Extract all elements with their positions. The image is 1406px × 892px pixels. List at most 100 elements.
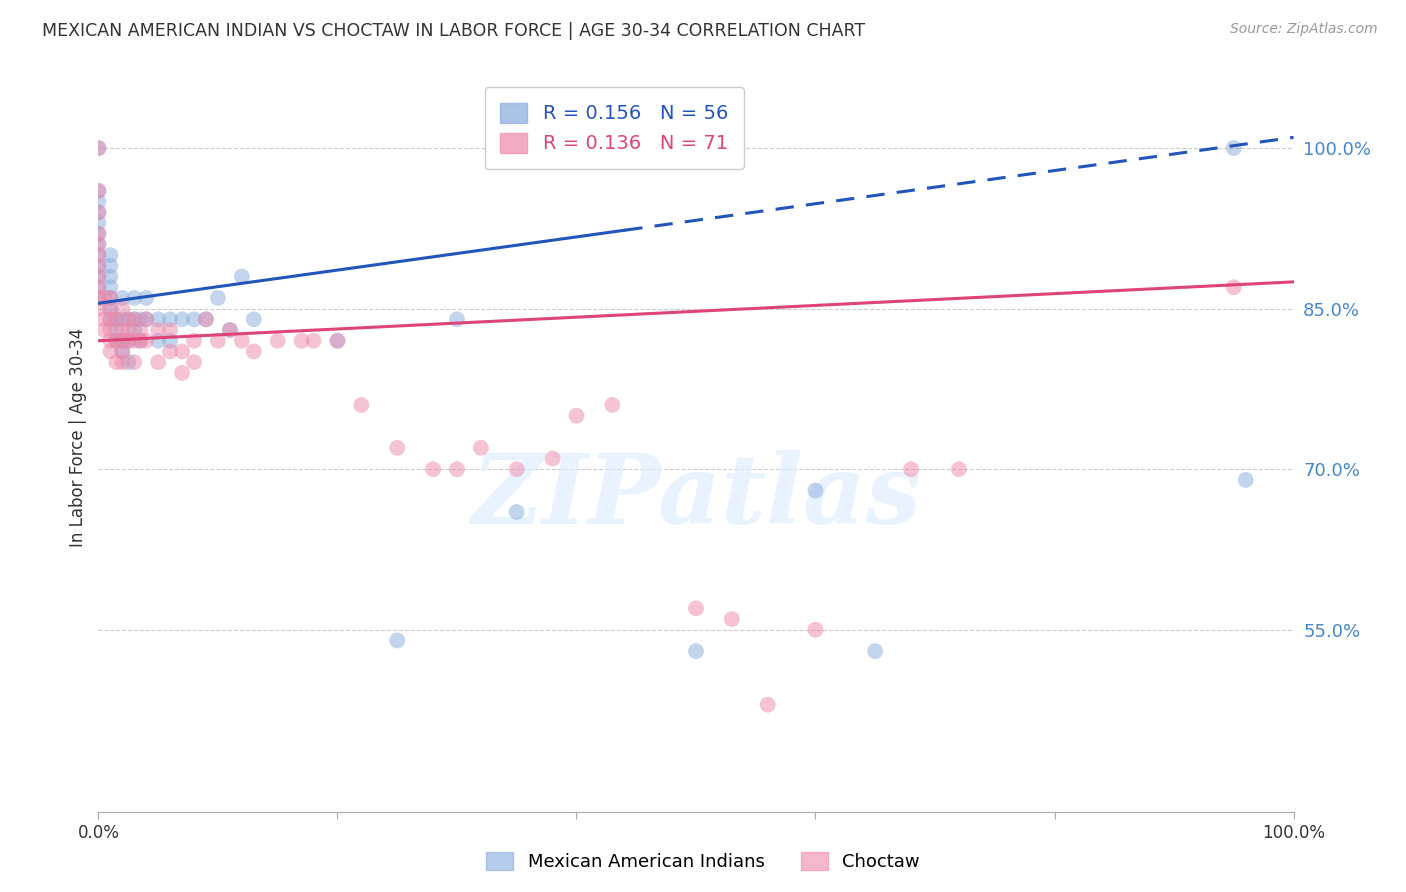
Point [159, 323, 181, 337]
Point [98, 269, 122, 284]
Point [87, 248, 110, 262]
Point [231, 269, 253, 284]
Point [87, 291, 110, 305]
Point [172, 312, 194, 326]
Point [105, 323, 128, 337]
Point [350, 398, 373, 412]
Point [87, 259, 110, 273]
Point [129, 334, 152, 348]
Point [602, 398, 624, 412]
Point [541, 451, 564, 466]
Point [385, 441, 409, 455]
Point [93, 312, 115, 326]
Point [98, 291, 122, 305]
Text: MEXICAN AMERICAN INDIAN VS CHOCTAW IN LABOR FORCE | AGE 30-34 CORRELATION CHART: MEXICAN AMERICAN INDIAN VS CHOCTAW IN LA… [42, 22, 865, 40]
Text: Source: ZipAtlas.com: Source: ZipAtlas.com [1230, 22, 1378, 37]
Point [117, 323, 139, 337]
Point [124, 334, 146, 348]
Point [1234, 473, 1257, 487]
Point [183, 355, 205, 369]
Point [231, 334, 253, 348]
Point [385, 633, 409, 648]
Point [93, 291, 115, 305]
Point [87, 291, 110, 305]
Point [98, 291, 122, 305]
Point [756, 698, 779, 712]
Point [804, 483, 827, 498]
Point [135, 312, 157, 326]
Point [900, 462, 922, 476]
Point [98, 248, 122, 262]
Point [87, 184, 110, 198]
Point [87, 301, 110, 316]
Point [87, 269, 110, 284]
Point [98, 301, 122, 316]
Point [105, 355, 128, 369]
Point [195, 312, 218, 326]
Point [87, 259, 110, 273]
Point [446, 462, 468, 476]
Point [172, 366, 194, 380]
Point [1223, 141, 1246, 155]
Point [87, 227, 110, 241]
Point [111, 323, 134, 337]
Point [105, 312, 128, 326]
Point [117, 355, 139, 369]
Point [124, 312, 146, 326]
Point [111, 291, 134, 305]
Point [87, 280, 110, 294]
Point [87, 141, 110, 155]
Point [129, 323, 152, 337]
Point [129, 312, 152, 326]
Legend: Mexican American Indians, Choctaw: Mexican American Indians, Choctaw [479, 845, 927, 879]
Point [243, 344, 266, 359]
Point [148, 323, 170, 337]
Point [159, 344, 181, 359]
Point [111, 344, 134, 359]
Point [865, 644, 887, 658]
Point [148, 312, 170, 326]
Point [506, 462, 529, 476]
Point [111, 334, 134, 348]
Point [446, 312, 468, 326]
Point [183, 312, 205, 326]
Point [117, 334, 139, 348]
Point [148, 355, 170, 369]
Point [98, 280, 122, 294]
Point [87, 280, 110, 294]
Point [219, 323, 242, 337]
Point [98, 344, 122, 359]
Point [105, 334, 128, 348]
Point [87, 248, 110, 262]
Point [105, 334, 128, 348]
Point [87, 237, 110, 252]
Point [326, 334, 349, 348]
Point [219, 323, 242, 337]
Point [98, 259, 122, 273]
Point [93, 323, 115, 337]
Point [111, 344, 134, 359]
Point [685, 601, 707, 615]
Point [124, 323, 146, 337]
Point [565, 409, 588, 423]
Point [87, 205, 110, 219]
Point [326, 334, 349, 348]
Point [685, 644, 707, 658]
Point [207, 291, 229, 305]
Point [422, 462, 444, 476]
Point [98, 323, 122, 337]
Point [87, 184, 110, 198]
Point [124, 291, 146, 305]
Y-axis label: In Labor Force | Age 30-34: In Labor Force | Age 30-34 [69, 327, 87, 547]
Point [148, 334, 170, 348]
Point [135, 334, 157, 348]
Point [98, 301, 122, 316]
Point [98, 312, 122, 326]
Point [159, 312, 181, 326]
Point [87, 205, 110, 219]
Point [111, 301, 134, 316]
Point [291, 334, 314, 348]
Point [117, 312, 139, 326]
Point [111, 355, 134, 369]
Point [183, 334, 205, 348]
